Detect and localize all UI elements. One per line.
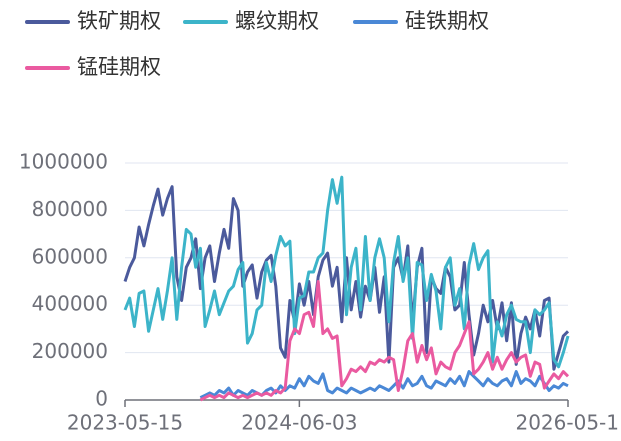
y-tick-label: 0	[95, 387, 108, 411]
x-tick-label: 2026-05-1	[515, 411, 619, 435]
x-tick-label: 2024-06-03	[241, 411, 357, 435]
series-line	[123, 175, 570, 369]
x-tick-label: 2023-05-15	[67, 411, 183, 435]
y-tick-label: 400000	[32, 292, 108, 316]
legend-label: 硅铁期权	[405, 9, 489, 33]
y-tick-label: 600000	[32, 244, 108, 268]
y-tick-label: 1000000	[19, 150, 108, 174]
legend-label: 锰硅期权	[77, 55, 161, 79]
legend-label: 螺纹期权	[235, 9, 319, 33]
y-tick-label: 800000	[32, 197, 108, 221]
legend-label: 铁矿期权	[77, 9, 161, 33]
series-line	[123, 185, 570, 371]
y-tick-label: 200000	[32, 339, 108, 363]
series-line	[199, 280, 570, 402]
